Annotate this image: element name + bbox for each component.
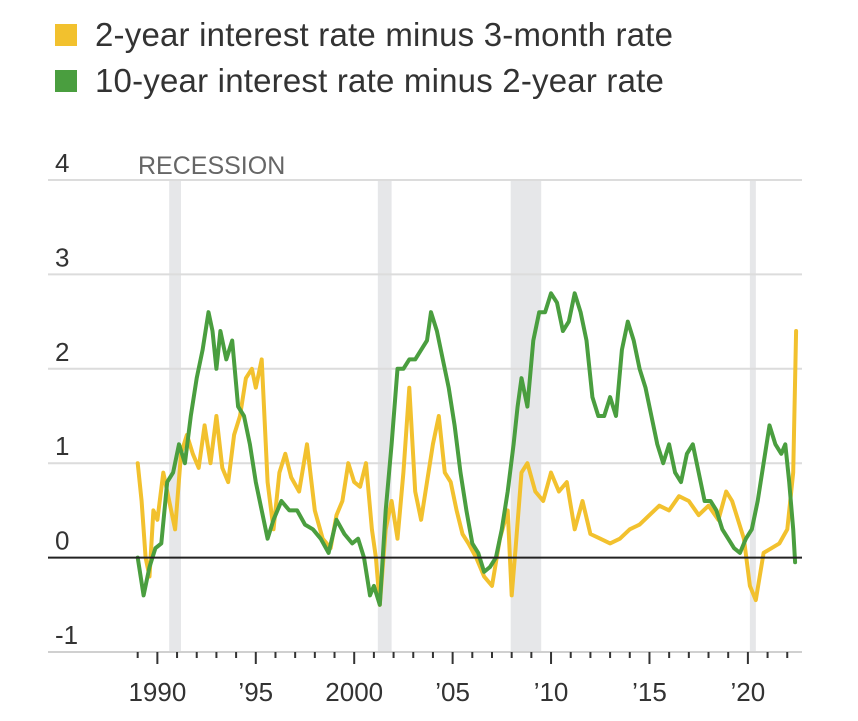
legend-swatch-2y-minus-3m <box>55 24 77 46</box>
y-tick-label: 3 <box>55 242 69 272</box>
legend-swatch-10y-minus-2y <box>55 70 77 92</box>
recession-label: RECESSION <box>138 152 285 180</box>
recession-band <box>749 180 756 652</box>
y-tick-label: 2 <box>55 337 69 367</box>
recession-band <box>169 180 181 652</box>
series-line-2y-minus-3m <box>135 329 799 607</box>
recession-bands <box>169 180 756 652</box>
axes: 4 3 2 1 0 -1 1990 ’95 2000 ’05 ’10 ’15 ’20 <box>48 148 802 707</box>
y-tick-label: 1 <box>55 431 69 461</box>
y-tick-label: 4 <box>55 148 69 178</box>
x-tick-label: 2000 <box>325 677 383 707</box>
y-tick-label: -1 <box>55 620 78 650</box>
x-tick-label: ’20 <box>731 677 766 707</box>
series-line-10y-minus-2y <box>135 291 798 607</box>
x-tick-label: ’05 <box>435 677 470 707</box>
x-tick-label: ’15 <box>632 677 667 707</box>
gridlines <box>48 179 802 653</box>
x-tick-label: ’10 <box>534 677 569 707</box>
legend-label: 10-year interest rate minus 2-year rate <box>95 62 665 99</box>
legend-item-10y-minus-2y: 10-year interest rate minus 2-year rate <box>55 58 673 104</box>
series-lines <box>135 291 799 607</box>
legend-item-2y-minus-3m: 2-year interest rate minus 3-month rate <box>55 12 673 58</box>
y-tick-label: 0 <box>55 526 69 556</box>
recession-band <box>377 180 392 652</box>
x-tick-label: ’95 <box>238 677 273 707</box>
legend: 2-year interest rate minus 3-month rate … <box>55 12 673 104</box>
legend-label: 2-year interest rate minus 3-month rate <box>95 16 674 53</box>
x-tick-label: 1990 <box>128 677 186 707</box>
